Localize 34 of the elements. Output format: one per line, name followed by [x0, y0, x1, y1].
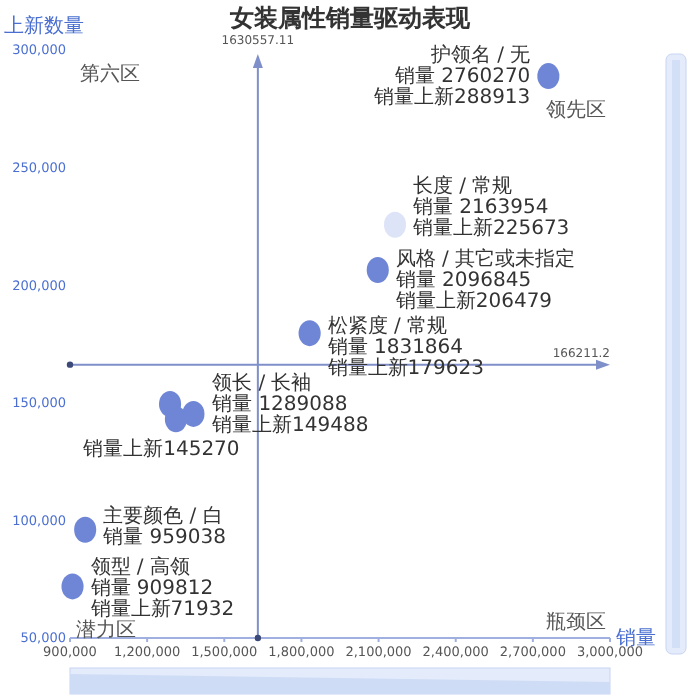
annotation: 销量 2163954 — [411, 197, 549, 220]
annotation: 领型 / 高领 — [90, 554, 190, 579]
annotation: 潜力区 — [76, 618, 136, 642]
annotation: 领长 / 长袖 — [212, 371, 312, 396]
annotation: 销量上新145270 — [81, 436, 240, 461]
point — [366, 256, 389, 283]
annotation: 瓶颈区 — [546, 610, 606, 634]
annotation: 销量上新179623 — [325, 356, 484, 381]
annotation: 风格 / 其它或未指定 — [395, 247, 576, 272]
point — [74, 516, 97, 543]
point — [383, 211, 407, 238]
annotation: 销量上新288913 — [371, 85, 531, 110]
annotation: 销量 2096845 — [393, 270, 532, 293]
annotation: 销量 1831864 — [325, 337, 464, 360]
y-axis-title: 上新数量 — [4, 14, 84, 38]
annotation: 销量 1289088 — [210, 394, 348, 417]
annotation: 销量上新225673 — [411, 216, 570, 241]
annotation: 销量 2760270 — [392, 66, 531, 89]
point — [537, 63, 560, 90]
annotation: 主要颜色 / 白 — [103, 503, 223, 528]
annotation: 销量 959038 — [101, 526, 226, 549]
annotation: 销量 909812 — [88, 577, 214, 600]
annotation: 销量上新206479 — [393, 289, 553, 314]
point — [298, 320, 321, 347]
point — [182, 400, 205, 427]
chart-title: 女装属性销量驱动表现 — [228, 4, 472, 32]
annotation: 长度 / 常规 — [413, 174, 513, 199]
annotation: 松紧度 / 常规 — [327, 314, 448, 339]
point — [61, 573, 84, 600]
annotation: 第六区 — [80, 62, 140, 86]
annotation: 领先区 — [546, 98, 606, 122]
annotation: 护领名 / 无 — [428, 43, 531, 68]
point — [164, 406, 187, 433]
annotation: 销量上新71932 — [88, 596, 235, 621]
